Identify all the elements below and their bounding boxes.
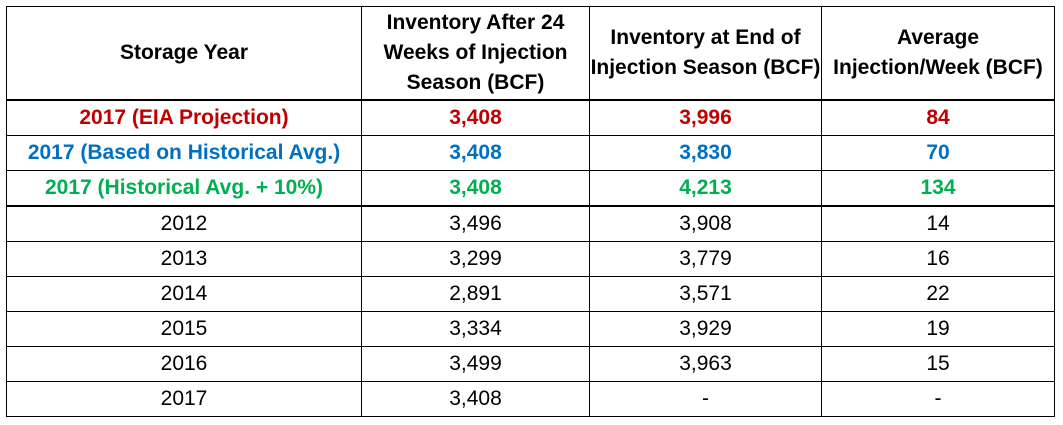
header-average-injection-week: Average Injection/Week (BCF) <box>821 6 1055 101</box>
table-row: 2015 3,334 3,929 19 <box>6 311 1055 347</box>
inventory-end-season-cell: 3,908 <box>589 205 822 242</box>
inventory-table: Storage Year Inventory After 24 Weeks of… <box>6 6 1055 417</box>
storage-year-cell: 2017 <box>6 381 362 417</box>
storage-year-cell: 2013 <box>6 241 362 277</box>
table-row: 2014 2,891 3,571 22 <box>6 276 1055 312</box>
table-row: 2013 3,299 3,779 16 <box>6 241 1055 277</box>
table-row: 2016 3,499 3,963 15 <box>6 346 1055 382</box>
inventory-end-season-cell: 3,996 <box>589 99 822 136</box>
inventory-24-weeks-cell: 3,408 <box>361 99 590 136</box>
header-inventory-end-of-season: Inventory at End of Injection Season (BC… <box>589 6 822 101</box>
table-row: 2017 (EIA Projection) 3,408 3,996 84 <box>6 99 1055 136</box>
inventory-end-season-cell: 3,779 <box>589 241 822 277</box>
header-storage-year: Storage Year <box>6 6 362 101</box>
avg-injection-cell: - <box>821 381 1055 417</box>
storage-year-cell: 2015 <box>6 311 362 347</box>
storage-year-cell: 2017 (Based on Historical Avg.) <box>6 135 362 171</box>
avg-injection-cell: 70 <box>821 135 1055 171</box>
inventory-24-weeks-cell: 3,496 <box>361 205 590 242</box>
header-inventory-after-24-weeks: Inventory After 24 Weeks of Injection Se… <box>361 6 590 101</box>
storage-year-cell: 2014 <box>6 276 362 312</box>
storage-year-cell: 2017 (EIA Projection) <box>6 99 362 136</box>
avg-injection-cell: 15 <box>821 346 1055 382</box>
inventory-end-season-cell: - <box>589 381 822 417</box>
table-row: 2017 (Historical Avg. + 10%) 3,408 4,213 13… <box>6 170 1055 207</box>
inventory-end-season-cell: 3,830 <box>589 135 822 171</box>
header-row: Storage Year Inventory After 24 Weeks of… <box>6 6 1055 101</box>
storage-year-cell: 2012 <box>6 205 362 242</box>
inventory-end-season-cell: 4,213 <box>589 170 822 207</box>
table-row: 2017 3,408- - <box>6 381 1055 417</box>
table-row: 2017 (Based on Historical Avg.) 3,408 3,83… <box>6 135 1055 171</box>
avg-injection-cell: 19 <box>821 311 1055 347</box>
avg-injection-cell: 16 <box>821 241 1055 277</box>
inventory-24-weeks-cell: 3,499 <box>361 346 590 382</box>
avg-injection-cell: 22 <box>821 276 1055 312</box>
avg-injection-cell: 134 <box>821 170 1055 207</box>
storage-year-cell: 2016 <box>6 346 362 382</box>
inventory-end-season-cell: 3,571 <box>589 276 822 312</box>
inventory-24-weeks-cell: 3,334 <box>361 311 590 347</box>
table-row: 2012 3,496 3,908 14 <box>6 205 1055 242</box>
inventory-24-weeks-cell: 3,299 <box>361 241 590 277</box>
inventory-24-weeks-cell: 3,408 <box>361 135 590 171</box>
storage-year-cell: 2017 (Historical Avg. + 10%) <box>6 170 362 207</box>
inventory-end-season-cell: 3,963 <box>589 346 822 382</box>
inventory-24-weeks-cell: 2,891 <box>361 276 590 312</box>
avg-injection-cell: 14 <box>821 205 1055 242</box>
inventory-24-weeks-cell: 3,408 <box>361 381 590 417</box>
inventory-24-weeks-cell: 3,408 <box>361 170 590 207</box>
avg-injection-cell: 84 <box>821 99 1055 136</box>
table-body: 2017 (EIA Projection) 3,408 3,996 84 2017 (B… <box>6 99 1055 417</box>
inventory-end-season-cell: 3,929 <box>589 311 822 347</box>
